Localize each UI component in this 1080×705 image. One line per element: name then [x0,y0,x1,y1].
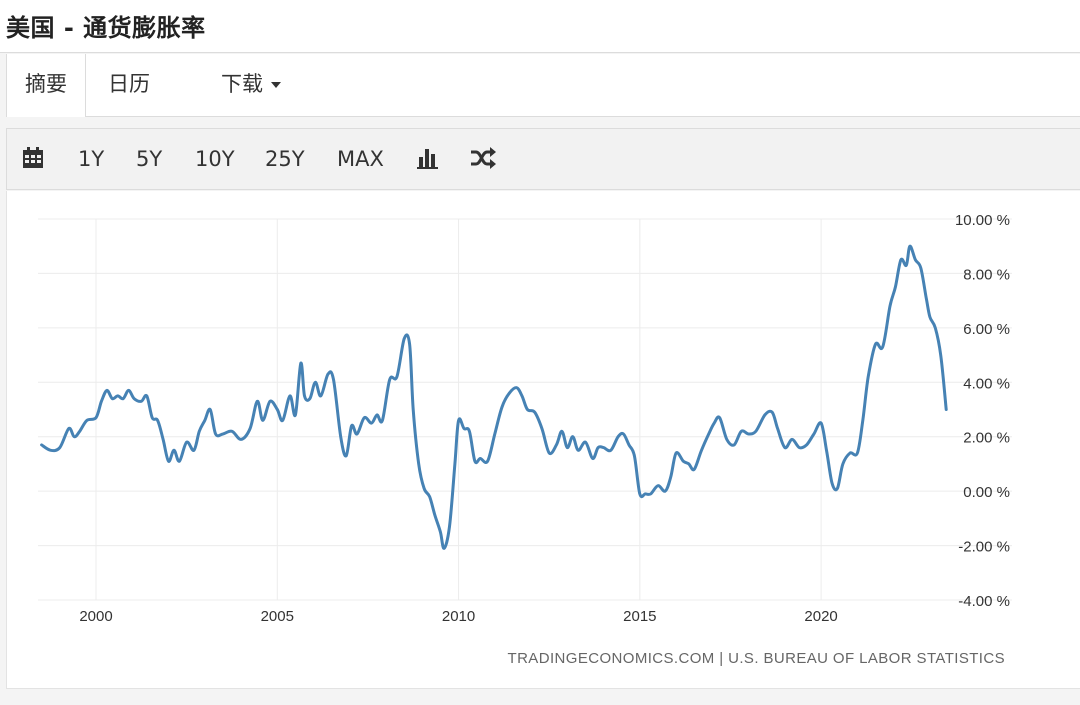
y-tick-label: 10.00 % [955,212,1010,229]
y-tick-label: 6.00 % [963,321,1010,338]
shuffle-icon[interactable] [470,147,496,173]
y-tick-label: -4.00 % [958,593,1010,610]
chart-panel [6,191,1080,689]
range-1y-button[interactable]: 1Y [78,147,105,171]
range-25y-button[interactable]: 25Y [265,147,305,171]
source-credit[interactable]: TRADINGECONOMICS.COM | U.S. BUREAU OF LA… [507,650,1005,667]
y-tick-label: 2.00 % [963,430,1010,447]
y-tick-label: 8.00 % [963,266,1010,283]
x-tick-label: 2010 [442,608,475,625]
range-5y-button[interactable]: 5Y [136,147,163,171]
x-tick-label: 2015 [623,608,656,625]
inflation-series-line [40,244,948,550]
caret-down-icon [271,82,281,88]
tab-download[interactable]: 下载 [221,54,281,116]
calendar-icon[interactable] [22,147,44,173]
bar-chart-icon[interactable] [417,147,439,173]
range-max-button[interactable]: MAX [337,147,384,171]
tab-download-label: 下载 [221,72,263,96]
title-bar: 美国 - 通货膨胀率 [0,0,1080,53]
chart-toolbar: 1Y 5Y 10Y 25Y MAX [6,128,1080,190]
range-10y-button[interactable]: 10Y [195,147,235,171]
x-tick-label: 2020 [804,608,837,625]
y-tick-label: 4.00 % [963,375,1010,392]
x-tick-label: 2000 [79,608,112,625]
tab-summary[interactable]: 摘要 [6,54,86,117]
y-tick-label: -2.00 % [958,539,1010,556]
tab-bar: 摘要 日历 下载 [6,54,1080,117]
x-tick-label: 2005 [261,608,294,625]
y-tick-label: 0.00 % [963,484,1010,501]
page-title: 美国 - 通货膨胀率 [6,14,206,42]
tab-calendar[interactable]: 日历 [108,72,150,96]
